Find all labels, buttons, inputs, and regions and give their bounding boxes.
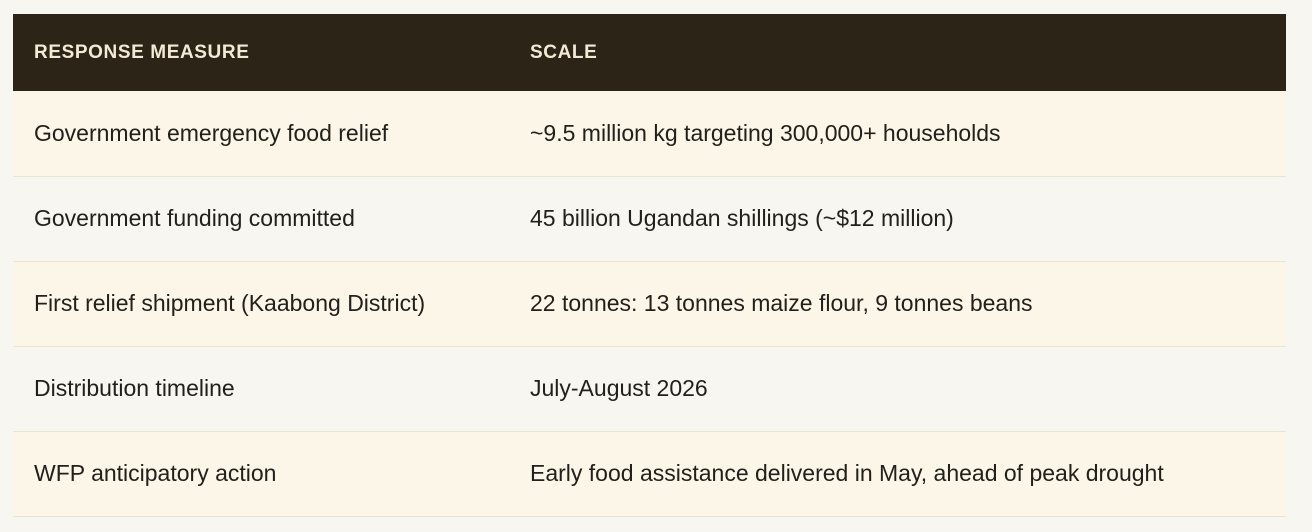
- measure-cell: Government emergency food relief: [34, 119, 389, 146]
- scale-cell: July-August 2026: [530, 375, 708, 401]
- measure-cell: Government funding committed: [34, 205, 355, 231]
- table-row: Government funding committed 45 billion …: [13, 176, 1286, 261]
- measure-cell: WFP anticipatory action: [34, 460, 277, 486]
- table-body: Government emergency food relief ~9.5 mi…: [13, 91, 1286, 516]
- column-header-scale: SCALE: [530, 41, 598, 63]
- response-table-container: RESPONSE MEASURE SCALE Government emerge…: [13, 14, 1286, 517]
- table-row: First relief shipment (Kaabong District)…: [13, 261, 1286, 346]
- table-row: Distribution timeline July-August 2026: [13, 346, 1286, 431]
- column-header-response-measure: RESPONSE MEASURE: [34, 41, 250, 63]
- response-measures-table: RESPONSE MEASURE SCALE Government emerge…: [13, 14, 1286, 517]
- scale-cell: 45 billion Ugandan shillings (~$12 milli…: [530, 205, 954, 231]
- scale-cell: Early food assistance delivered in May, …: [530, 460, 1164, 486]
- measure-cell: First relief shipment (Kaabong District): [34, 290, 426, 316]
- scale-cell: ~9.5 million kg targeting 300,000+ house…: [530, 119, 1001, 146]
- measure-cell: Distribution timeline: [34, 375, 235, 401]
- table-row: Government emergency food relief ~9.5 mi…: [13, 91, 1286, 176]
- table-header-row: RESPONSE MEASURE SCALE: [13, 14, 1286, 91]
- table-header: RESPONSE MEASURE SCALE: [13, 14, 1286, 91]
- table-row: WFP anticipatory action Early food assis…: [13, 431, 1286, 516]
- scale-cell: 22 tonnes: 13 tonnes maize flour, 9 tonn…: [530, 290, 1033, 316]
